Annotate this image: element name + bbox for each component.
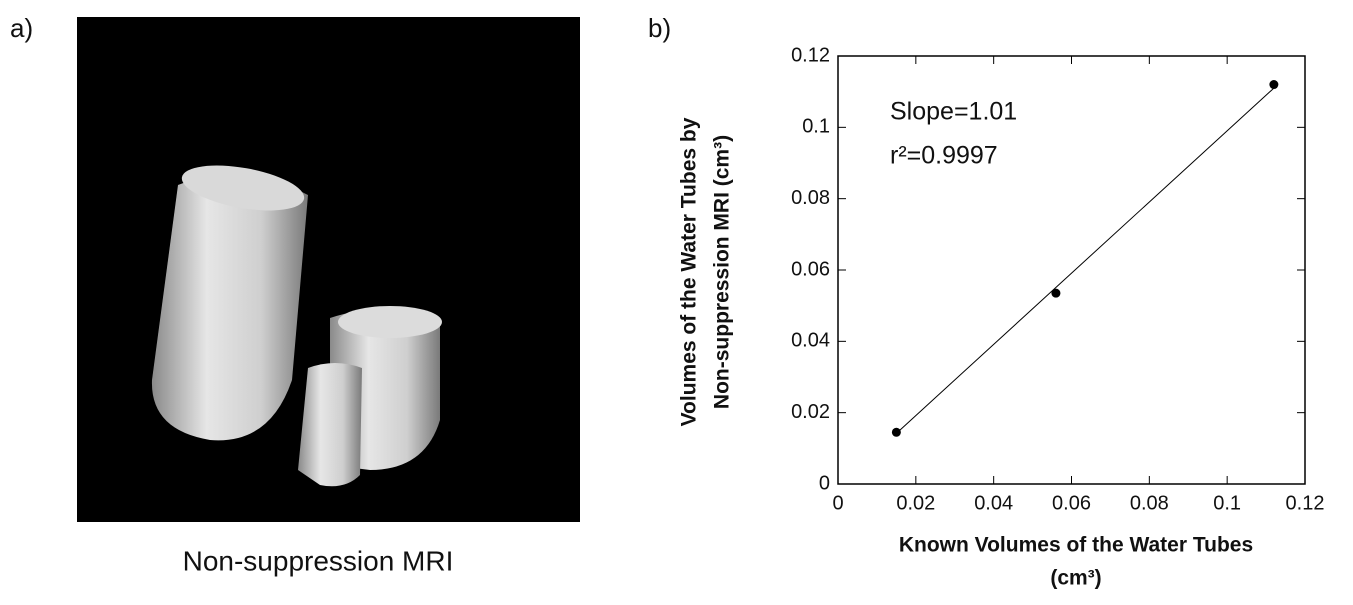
panel-label: a)	[10, 13, 33, 43]
caption: Non-suppression MRI	[183, 545, 454, 576]
y-axis-label: Volumes of the Water Tubes by	[678, 117, 701, 426]
x-tick-label: 0.08	[1130, 492, 1169, 514]
y-tick-label: 0.08	[791, 187, 830, 209]
x-axis-label: (cm³)	[1050, 567, 1101, 590]
data-point	[1269, 80, 1278, 89]
x-tick-label: 0.1	[1213, 492, 1241, 514]
y-tick-label: 0.06	[791, 258, 830, 280]
x-tick-label: 0.04	[974, 492, 1013, 514]
y-tick-label: 0.04	[791, 330, 830, 352]
y-axis-label: Non-suppression MRI (cm³)	[711, 135, 734, 409]
data-point	[1051, 289, 1060, 298]
y-tick-label: 0.12	[791, 44, 830, 66]
y-tick-label: 0.02	[791, 401, 830, 423]
annotation: Slope=1.01	[890, 98, 1017, 126]
annotation: r²=0.9997	[890, 142, 998, 170]
x-tick-label: 0	[832, 492, 843, 514]
y-tick-label: 0	[819, 472, 830, 494]
x-tick-label: 0.02	[896, 492, 935, 514]
figure: a) Non-suppression MRI b) 0 0.02 0.04 0.06 0.…	[0, 0, 1353, 600]
y-tick-label: 0.1	[802, 116, 830, 138]
x-tick-label: 0.12	[1286, 492, 1325, 514]
x-tick-label: 0.06	[1052, 492, 1091, 514]
fit-line	[896, 88, 1273, 433]
panel-label: b)	[648, 13, 671, 43]
mri-image	[77, 17, 580, 522]
x-axis-label: Known Volumes of the Water Tubes	[899, 534, 1253, 557]
data-point	[892, 428, 901, 437]
